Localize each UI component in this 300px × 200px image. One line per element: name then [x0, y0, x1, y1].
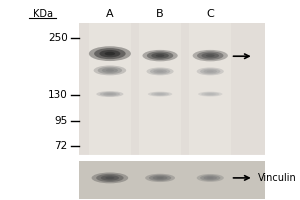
Ellipse shape: [96, 174, 124, 182]
Bar: [89, 23, 131, 156]
Ellipse shape: [105, 177, 115, 179]
Ellipse shape: [103, 93, 117, 96]
Ellipse shape: [197, 67, 224, 75]
Ellipse shape: [154, 93, 166, 95]
Bar: [79, 161, 265, 199]
Ellipse shape: [203, 176, 217, 180]
Ellipse shape: [142, 50, 178, 61]
Text: 72: 72: [55, 141, 68, 151]
Text: A: A: [106, 9, 114, 19]
Ellipse shape: [157, 93, 163, 95]
Ellipse shape: [106, 93, 113, 95]
Ellipse shape: [157, 70, 164, 72]
Ellipse shape: [94, 48, 126, 59]
Ellipse shape: [150, 68, 170, 74]
Ellipse shape: [193, 50, 228, 61]
Ellipse shape: [200, 175, 220, 181]
Ellipse shape: [96, 91, 124, 97]
Ellipse shape: [200, 68, 220, 74]
Ellipse shape: [156, 54, 164, 57]
Ellipse shape: [198, 92, 223, 97]
Ellipse shape: [153, 69, 167, 73]
Ellipse shape: [147, 51, 173, 60]
Ellipse shape: [156, 177, 164, 179]
Ellipse shape: [89, 46, 131, 61]
Ellipse shape: [153, 176, 167, 180]
Ellipse shape: [203, 69, 217, 73]
Ellipse shape: [151, 92, 169, 96]
Ellipse shape: [207, 93, 213, 95]
Ellipse shape: [204, 93, 216, 95]
Ellipse shape: [207, 70, 214, 72]
Ellipse shape: [207, 177, 214, 179]
Bar: [79, 23, 265, 156]
Ellipse shape: [101, 175, 119, 181]
Bar: [139, 23, 181, 156]
Ellipse shape: [106, 69, 114, 72]
Ellipse shape: [102, 68, 118, 73]
Text: 250: 250: [48, 33, 68, 43]
Ellipse shape: [105, 52, 115, 56]
Ellipse shape: [149, 175, 171, 181]
Ellipse shape: [99, 50, 120, 57]
Ellipse shape: [145, 174, 175, 182]
Ellipse shape: [197, 51, 224, 60]
Ellipse shape: [92, 172, 128, 183]
Ellipse shape: [98, 67, 122, 74]
Text: KDa: KDa: [33, 9, 53, 19]
Ellipse shape: [148, 92, 172, 97]
Ellipse shape: [146, 67, 174, 75]
Ellipse shape: [201, 53, 219, 58]
Ellipse shape: [206, 54, 215, 57]
Ellipse shape: [94, 65, 126, 75]
Ellipse shape: [151, 53, 169, 58]
Text: B: B: [156, 9, 164, 19]
Ellipse shape: [100, 92, 120, 96]
Text: 130: 130: [48, 90, 68, 100]
Ellipse shape: [201, 92, 219, 96]
Bar: [189, 23, 231, 156]
Ellipse shape: [197, 174, 224, 182]
Text: 95: 95: [55, 116, 68, 126]
Text: C: C: [206, 9, 214, 19]
Text: Vinculin: Vinculin: [258, 173, 296, 183]
